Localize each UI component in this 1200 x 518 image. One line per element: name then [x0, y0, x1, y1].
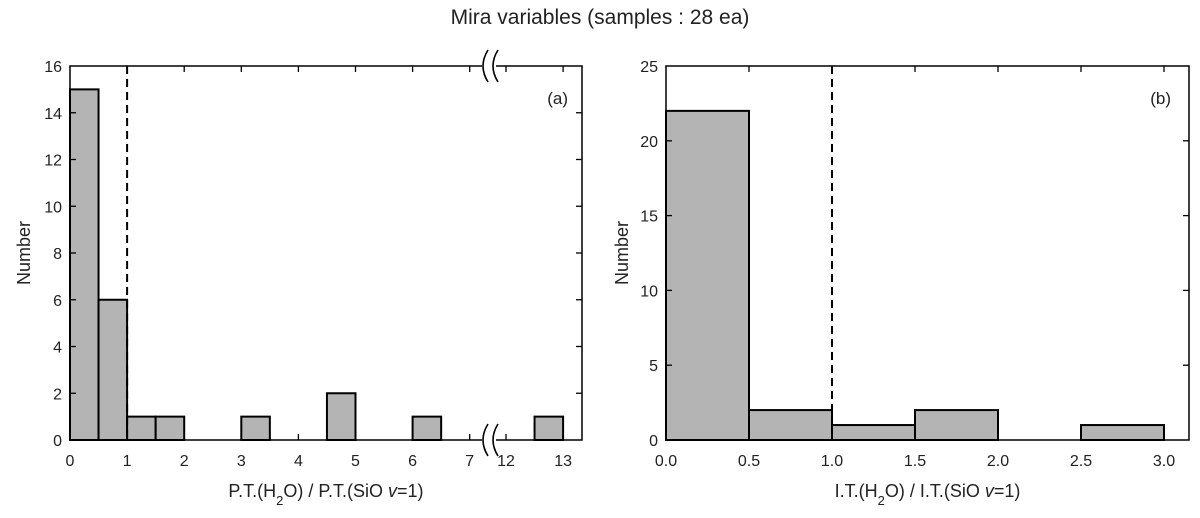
x-tick-label-b: 0.0 — [655, 453, 677, 470]
y-tick-label-b: 5 — [649, 358, 658, 375]
y-tick-label-a: 10 — [44, 199, 62, 216]
y-tick-label-b: 25 — [640, 59, 658, 76]
plot-frame-a — [69, 65, 583, 441]
histogram-bar-a-0 — [69, 88, 100, 441]
histogram-bar-a-4 — [240, 415, 271, 441]
y-tick-label-a: 6 — [53, 293, 62, 310]
axis-break-gap — [482, 424, 496, 456]
panel-label-b: (b) — [1150, 89, 1171, 108]
x-tick-label-b: 1.0 — [821, 453, 843, 470]
x-tick-label-a: 2 — [180, 453, 189, 470]
axis-break-curve — [482, 423, 489, 457]
axis-break-curve — [492, 423, 499, 457]
axis-break-curve — [492, 49, 499, 83]
y-tick-label-a: 8 — [53, 246, 62, 263]
x-axis-label-a: P.T.(H2O) / P.T.(SiO v=1) — [228, 481, 423, 508]
axis-break-curve — [482, 49, 489, 83]
histogram-bar-a-5 — [325, 392, 357, 441]
histogram-bar-b-4 — [1080, 424, 1165, 442]
y-axis-label-a: Number — [14, 221, 34, 285]
histogram-bar-a-6 — [411, 415, 443, 441]
y-tick-label-b: 10 — [640, 283, 658, 300]
y-tick-label-a: 2 — [53, 386, 62, 403]
x-tick-label-a: 12 — [497, 453, 515, 470]
x-axis-label-b: I.T.(H2O) / I.T.(SiO v=1) — [835, 481, 1021, 508]
y-tick-label-a: 4 — [53, 340, 62, 357]
y-tick-label-b: 0 — [649, 433, 658, 450]
y-tick-label-a: 16 — [44, 59, 62, 76]
histogram-bar-a-7 — [533, 415, 565, 441]
x-tick-label-b: 2.5 — [1070, 453, 1092, 470]
x-tick-label-b: 3.0 — [1153, 453, 1175, 470]
histogram-bar-b-1 — [748, 409, 833, 441]
y-tick-label-a: 0 — [53, 433, 62, 450]
histogram-bar-b-3 — [914, 409, 999, 441]
histogram-bar-a-3 — [154, 415, 186, 441]
panel-b: 0 5 10 15 20 25 0.0 0.5 1.0 1.5 2.0 2.5 3.0 (b) Number… — [612, 59, 1190, 508]
chart-main-title: Mira variables (samples : 28 ea) — [450, 6, 750, 29]
plot-frame-b — [665, 65, 1190, 441]
y-tick-label-b: 15 — [640, 209, 658, 226]
y-tick-label-a: 14 — [44, 106, 62, 123]
axis-break-gap — [482, 50, 496, 82]
x-tick-label-a: 5 — [351, 453, 360, 470]
histogram-bar-a-2 — [126, 415, 157, 441]
y-axis-label-b: Number — [612, 221, 632, 285]
x-tick-label-a: 13 — [554, 453, 572, 470]
x-tick-label-a: 1 — [123, 453, 132, 470]
x-tick-label-a: 0 — [66, 453, 75, 470]
histogram-bar-b-2 — [831, 424, 916, 442]
axis-break-top — [482, 49, 499, 83]
x-tick-label-b: 0.5 — [738, 453, 760, 470]
x-tick-label-a: 4 — [294, 453, 303, 470]
x-tick-label-a: 6 — [408, 453, 417, 470]
x-tick-label-a: 7 — [465, 453, 474, 470]
histogram-bar-a-1 — [97, 298, 129, 441]
y-tick-label-a: 12 — [44, 153, 62, 170]
histogram-bar-b-0 — [665, 109, 750, 441]
x-tick-label-b: 2.0 — [987, 453, 1009, 470]
x-tick-label-b: 1.5 — [904, 453, 926, 470]
y-tick-label-b: 20 — [640, 134, 658, 151]
panel-label-a: (a) — [547, 89, 568, 108]
x-tick-label-a: 3 — [237, 453, 246, 470]
axis-break-bottom — [482, 423, 499, 457]
